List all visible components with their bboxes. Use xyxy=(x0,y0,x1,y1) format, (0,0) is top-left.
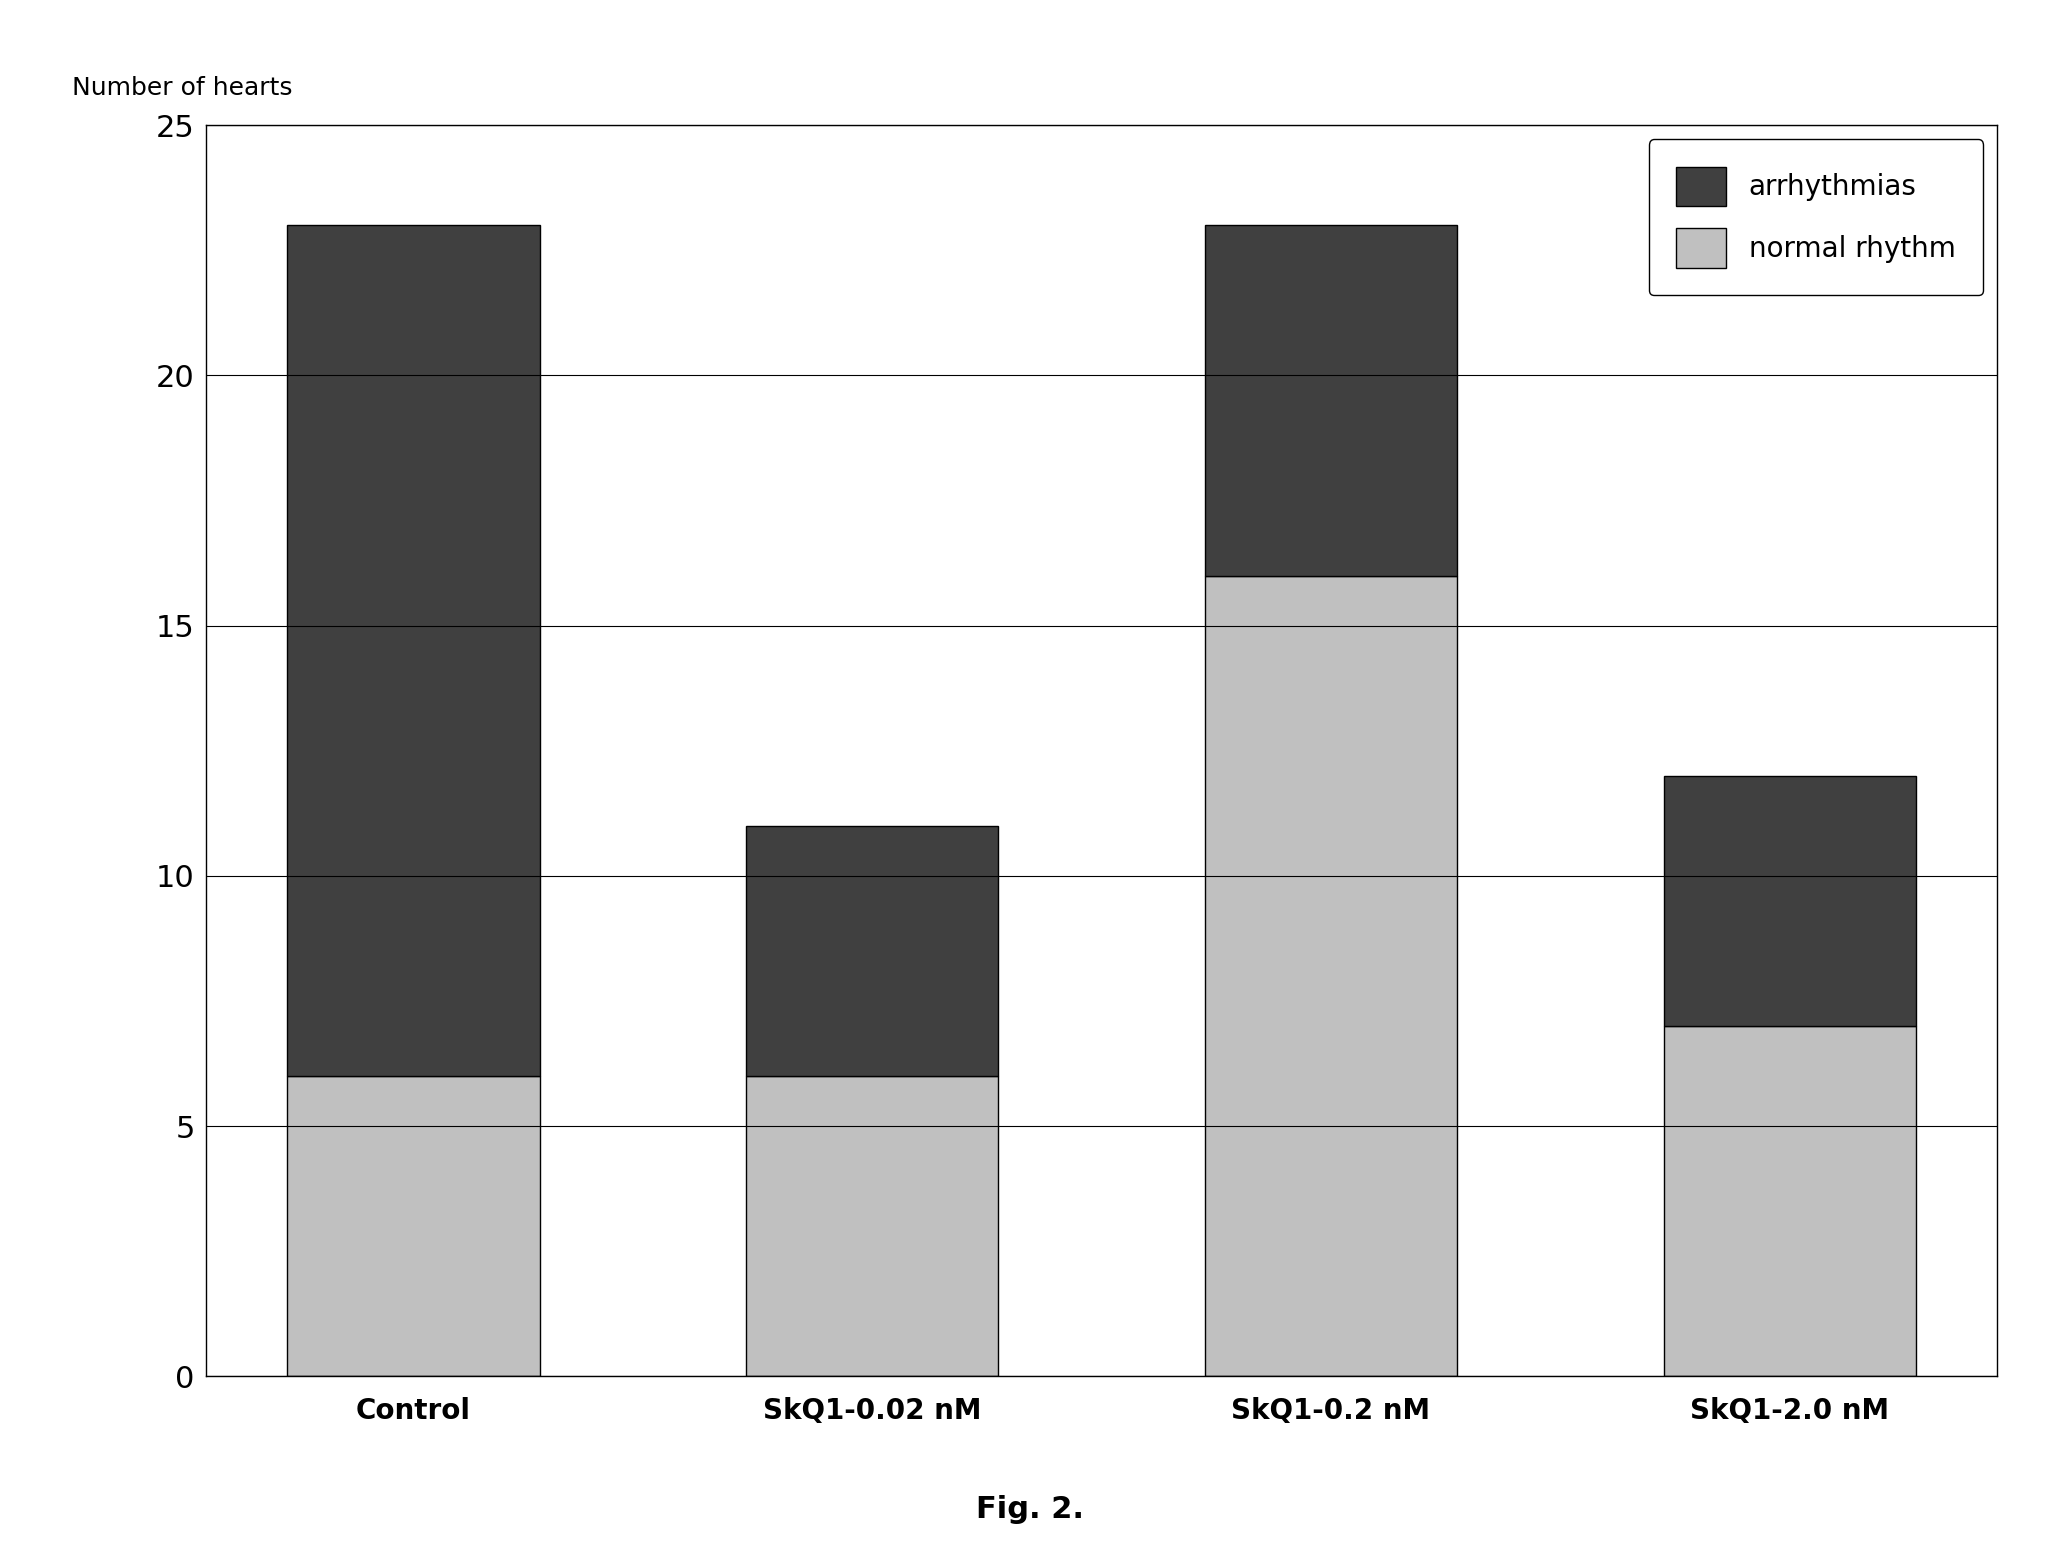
Bar xyxy=(1664,776,1915,1026)
Legend: arrhythmias, normal rhythm: arrhythmias, normal rhythm xyxy=(1649,139,1983,296)
Bar xyxy=(745,826,999,1076)
Bar xyxy=(745,1076,999,1376)
Bar xyxy=(1664,1026,1915,1376)
Bar xyxy=(1205,225,1458,576)
Bar xyxy=(288,1076,539,1376)
Bar xyxy=(288,225,539,1076)
Bar xyxy=(1205,576,1458,1376)
Text: Number of hearts: Number of hearts xyxy=(72,77,292,100)
Text: Fig. 2.: Fig. 2. xyxy=(976,1495,1083,1523)
